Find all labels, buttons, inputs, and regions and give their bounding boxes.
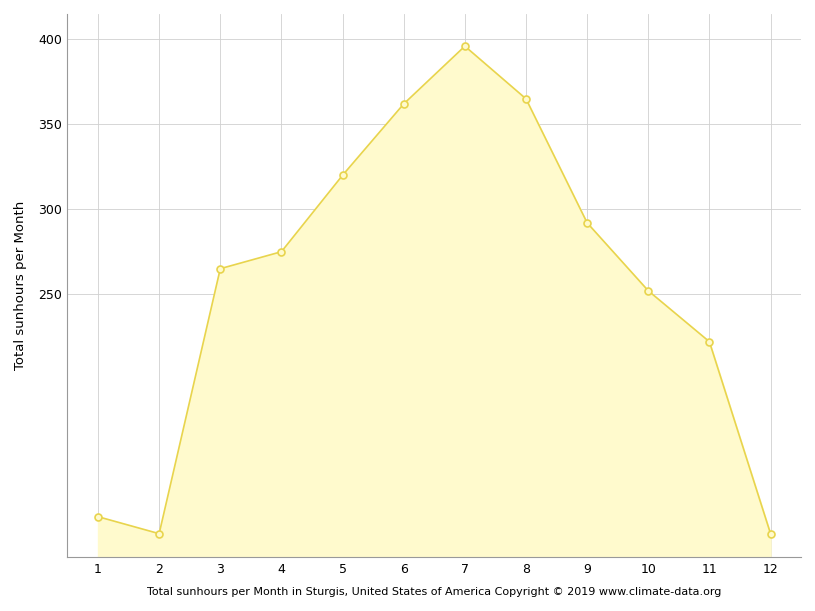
Y-axis label: Total sunhours per Month: Total sunhours per Month — [14, 201, 27, 370]
X-axis label: Total sunhours per Month in Sturgis, United States of America Copyright © 2019 w: Total sunhours per Month in Sturgis, Uni… — [147, 587, 721, 597]
